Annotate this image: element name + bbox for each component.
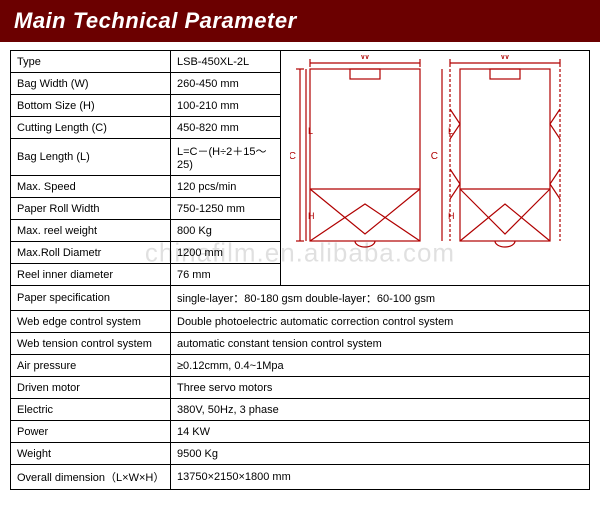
svg-text:L: L (308, 126, 313, 136)
spec-value: 100-210 mm (171, 95, 281, 117)
table-row: Electric380V, 50Hz, 3 phase (11, 399, 590, 421)
svg-text:W: W (360, 55, 370, 62)
spec-value: 9500 Kg (171, 443, 590, 465)
svg-text:H: H (308, 211, 315, 221)
spec-value: 260-450 mm (171, 73, 281, 95)
spec-label: Max. reel weight (11, 220, 171, 242)
spec-label: Max.Roll Diametr (11, 242, 171, 264)
spec-label: Bag Width (W) (11, 73, 171, 95)
spec-label: Cutting Length (C) (11, 117, 171, 139)
spec-value: L=C－(H÷2＋15～25) (171, 139, 281, 176)
spec-value: 450-820 mm (171, 117, 281, 139)
spec-table-wrap: TypeLSB-450XL-2L W C L (10, 50, 590, 490)
spec-value: 800 Kg (171, 220, 281, 242)
spec-label: Max. Speed (11, 176, 171, 198)
spec-label: Weight (11, 443, 171, 465)
spec-label: Paper Roll Width (11, 198, 171, 220)
header-title: Main Technical Parameter (14, 8, 297, 33)
spec-value: 1200 mm (171, 242, 281, 264)
spec-value: single-layer：80-180 gsm double-layer：60-… (171, 286, 590, 311)
table-row: TypeLSB-450XL-2L W C L (11, 51, 590, 73)
spec-value: 76 mm (171, 264, 281, 286)
spec-table: TypeLSB-450XL-2L W C L (10, 50, 590, 490)
spec-value: ≥0.12cmm, 0.4~1Mpa (171, 355, 590, 377)
spec-value: 380V, 50Hz, 3 phase (171, 399, 590, 421)
table-row: Overall dimension（L×W×H）13750×2150×1800 … (11, 465, 590, 490)
spec-label: Bag Length (L) (11, 139, 171, 176)
spec-value: Double photoelectric automatic correctio… (171, 311, 590, 333)
spec-label: Overall dimension（L×W×H） (11, 465, 171, 490)
spec-label: Driven motor (11, 377, 171, 399)
spec-value: 14 KW (171, 421, 590, 443)
svg-text:C: C (290, 151, 296, 162)
spec-label: Air pressure (11, 355, 171, 377)
spec-label: Web tension control system (11, 333, 171, 355)
spec-label: Type (11, 51, 171, 73)
table-row: Weight9500 Kg (11, 443, 590, 465)
spec-label: Paper specification (11, 286, 171, 311)
table-row: Web tension control systemautomatic cons… (11, 333, 590, 355)
svg-text:W: W (500, 55, 510, 62)
spec-value: Three servo motors (171, 377, 590, 399)
table-row: Air pressure≥0.12cmm, 0.4~1Mpa (11, 355, 590, 377)
table-row: Web edge control systemDouble photoelect… (11, 311, 590, 333)
bag-diagram-svg: W C L H W (290, 55, 580, 269)
page-header: Main Technical Parameter (0, 0, 600, 42)
table-row: Paper specificationsingle-layer：80-180 g… (11, 286, 590, 311)
spec-value: 750-1250 mm (171, 198, 281, 220)
spec-label: Electric (11, 399, 171, 421)
spec-value: 120 pcs/min (171, 176, 281, 198)
spec-value: 13750×2150×1800 mm (171, 465, 590, 490)
table-row: Power14 KW (11, 421, 590, 443)
spec-label: Bottom Size (H) (11, 95, 171, 117)
svg-text:H: H (448, 211, 455, 221)
svg-text:C: C (431, 151, 438, 162)
spec-value: LSB-450XL-2L (171, 51, 281, 73)
svg-text:L: L (448, 126, 453, 136)
table-row: Driven motorThree servo motors (11, 377, 590, 399)
spec-label: Power (11, 421, 171, 443)
diagram-cell: W C L H W (281, 51, 590, 286)
spec-value: automatic constant tension control syste… (171, 333, 590, 355)
spec-label: Reel inner diameter (11, 264, 171, 286)
spec-label: Web edge control system (11, 311, 171, 333)
content-area: TypeLSB-450XL-2L W C L (0, 42, 600, 490)
